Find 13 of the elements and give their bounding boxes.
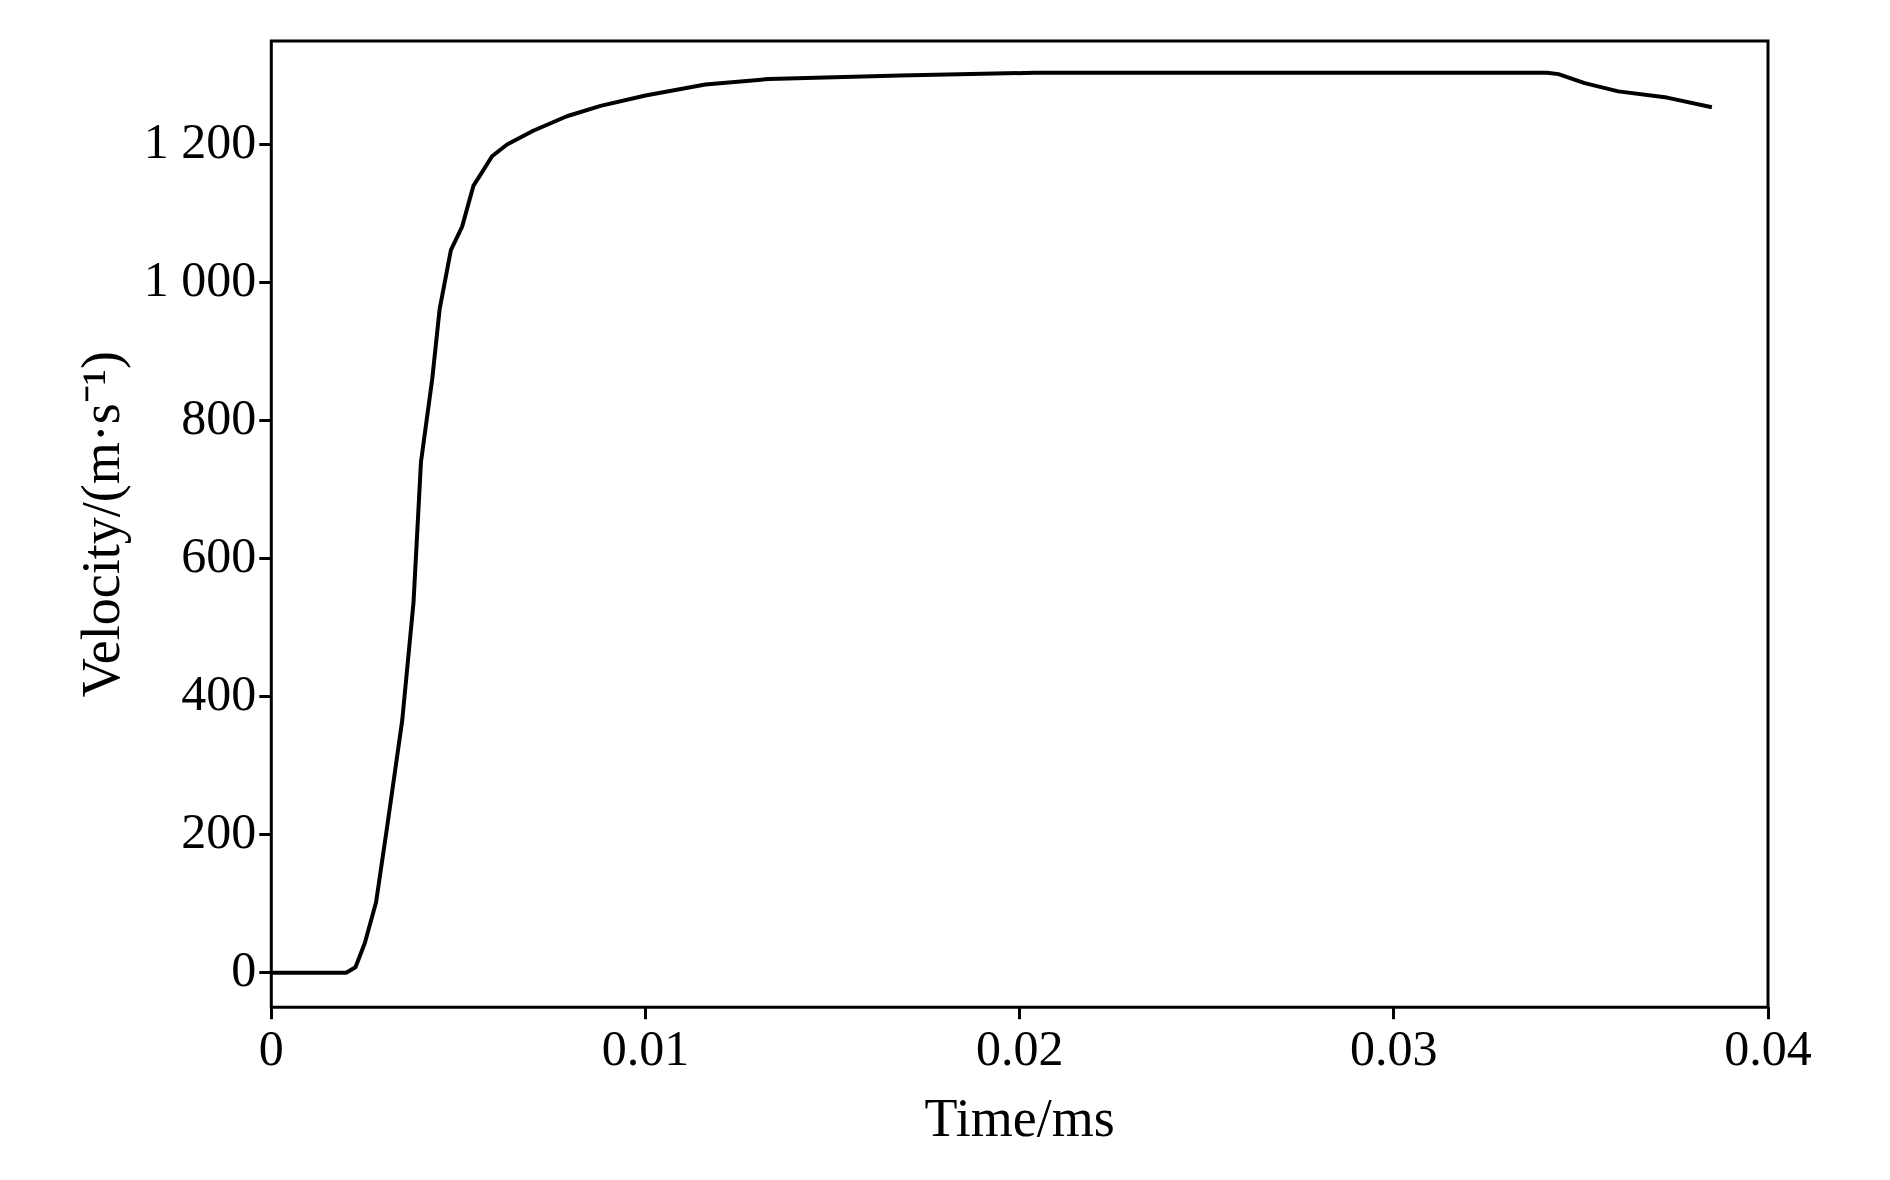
x-tick-label: 0.04	[1724, 1020, 1812, 1077]
y-tick-label: 800	[181, 388, 257, 445]
y-tick-label: 1 000	[143, 250, 257, 307]
y-tick-label: 600	[181, 526, 257, 583]
y-tick-label: 200	[181, 802, 257, 859]
y-tick-label: 1 200	[143, 112, 257, 169]
y-tick-label: 0	[231, 940, 257, 997]
x-tick-label: 0.03	[1350, 1020, 1438, 1077]
y-tick-label: 400	[181, 664, 257, 721]
x-tick-label: 0.01	[601, 1020, 690, 1077]
y-axis-title: Velocity/(m·s⁻¹)	[70, 351, 131, 698]
x-axis-title: Time/ms	[924, 1087, 1115, 1148]
x-tick-label: 0.02	[975, 1020, 1064, 1077]
